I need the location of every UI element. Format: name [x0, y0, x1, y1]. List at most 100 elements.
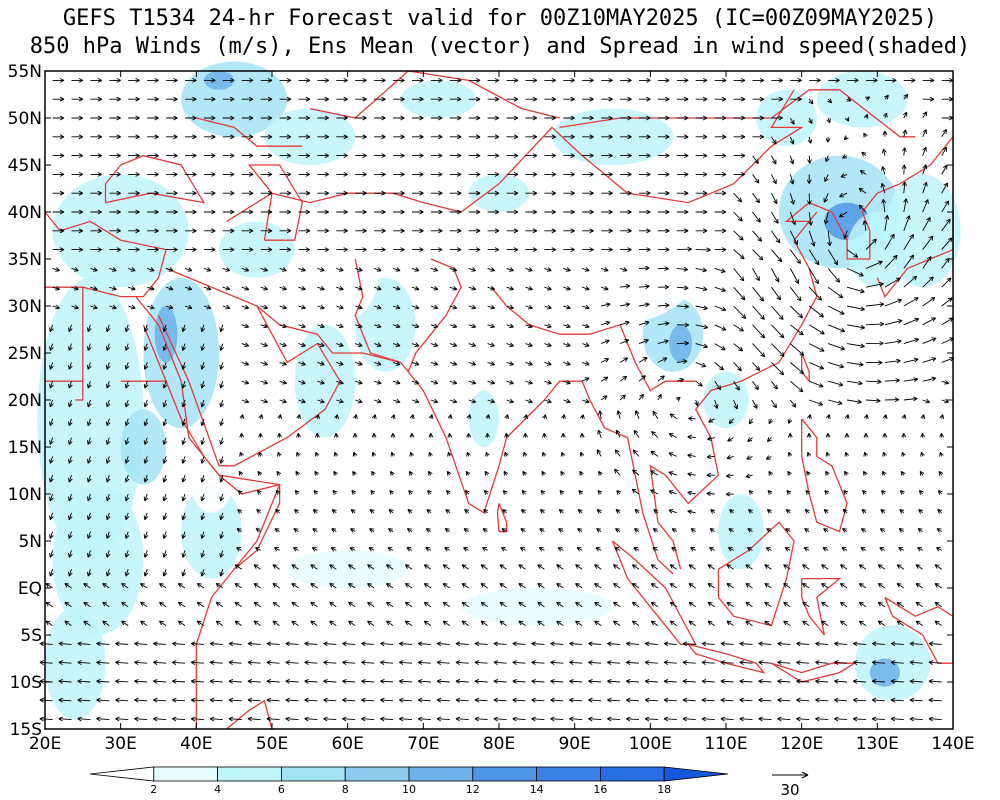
wind-vector: [140, 620, 148, 626]
wind-vector: [162, 550, 168, 558]
coast-boundary-africa-1: [45, 380, 84, 401]
wind-vector: [695, 380, 703, 387]
wind-vector: [518, 583, 526, 589]
wind-vector: [676, 359, 688, 364]
wind-vector: [52, 285, 60, 291]
wind-vector: [525, 342, 533, 347]
wind-vector: [185, 115, 197, 121]
wind-vector: [83, 620, 91, 626]
wind-vector: [638, 284, 650, 289]
wind-vector: [544, 96, 557, 102]
wind-vector: [71, 190, 84, 196]
wind-vector: [39, 716, 53, 722]
wind-vector: [541, 470, 547, 476]
wind-vector: [865, 398, 881, 404]
wind-vector: [109, 77, 121, 83]
wind-vector: [449, 134, 462, 140]
wind-vector: [909, 641, 923, 647]
wind-vector: [285, 678, 299, 684]
wind-vector: [531, 697, 545, 703]
wind-vector: [789, 268, 800, 284]
wind-vector: [847, 77, 859, 83]
wind-vector: [706, 491, 715, 497]
wind-vector: [109, 285, 117, 291]
wind-vector: [333, 470, 338, 476]
wind-vector: [631, 564, 640, 570]
wind-vector: [733, 305, 747, 320]
wind-vector: [847, 343, 865, 349]
wind-vector: [747, 509, 753, 514]
wind-vector: [342, 660, 356, 665]
wind-vector: [506, 209, 519, 215]
wind-vector: [577, 509, 583, 514]
wind-vector: [317, 304, 325, 310]
wind-vector: [468, 247, 481, 253]
wind-vector: [45, 620, 53, 626]
wind-vector: [582, 377, 590, 382]
wind-vector: [203, 190, 216, 196]
wind-vector: [171, 660, 186, 665]
wind-vector: [695, 361, 707, 368]
wind-vector: [771, 268, 780, 283]
wind-vector: [334, 414, 339, 419]
wind-vector: [884, 77, 897, 83]
wind-vector: [68, 437, 73, 445]
y-tick-label: 45N: [8, 156, 42, 176]
wind-vector: [714, 153, 727, 159]
wind-vector: [355, 285, 363, 291]
wind-vector: [601, 247, 613, 253]
wind-vector: [663, 678, 677, 684]
wind-vector: [563, 209, 575, 215]
wind-vector: [219, 569, 225, 577]
wind-vector: [789, 230, 798, 245]
wind-vector: [468, 342, 477, 347]
wind-vector: [134, 716, 148, 722]
wind-vector: [409, 451, 415, 457]
wind-vector: [808, 305, 824, 318]
wind-vector: [512, 716, 526, 722]
wind-vector: [449, 361, 458, 366]
wind-vector: [256, 509, 262, 514]
wind-vector: [39, 641, 53, 647]
wind-vector: [563, 304, 571, 310]
wind-vector: [828, 77, 840, 83]
wind-vector: [537, 564, 545, 570]
wind-vector: [430, 190, 443, 196]
wind-vector: [298, 96, 311, 102]
wind-vector: [355, 96, 367, 102]
wind-vector: [215, 601, 224, 608]
wind-vector: [336, 379, 344, 385]
y-tick-label: 5S: [20, 626, 42, 646]
wind-vector: [166, 115, 178, 121]
wind-vector: [260, 342, 269, 347]
wind-vector: [936, 528, 942, 533]
wind-vector: [620, 134, 632, 140]
wind-vector: [847, 399, 862, 405]
wind-vector: [380, 641, 394, 647]
wind-vector: [771, 174, 777, 185]
wind-vector: [847, 324, 866, 330]
wind-vector: [594, 564, 602, 570]
wind-vector: [241, 323, 250, 329]
wind-vector: [501, 528, 507, 533]
wind-vector: [843, 230, 848, 240]
wind-vector: [446, 470, 452, 476]
wind-vector: [487, 134, 500, 140]
wind-vector: [601, 171, 613, 177]
wind-vector: [752, 96, 765, 102]
wind-vector: [899, 509, 905, 514]
wind-vector: [90, 171, 103, 177]
wind-vector: [663, 660, 677, 665]
wind-vector: [804, 509, 810, 514]
wind-vector: [222, 285, 231, 291]
wind-vector: [272, 564, 280, 570]
wind-vector: [550, 697, 564, 703]
wind-vector: [367, 564, 375, 570]
wind-vector: [806, 432, 812, 438]
wind-vector: [162, 475, 168, 483]
wind-vector: [563, 285, 571, 291]
wind-vector: [241, 190, 254, 196]
wind-vector: [266, 678, 280, 684]
wind-vector: [714, 305, 727, 312]
wind-vector: [504, 451, 509, 457]
